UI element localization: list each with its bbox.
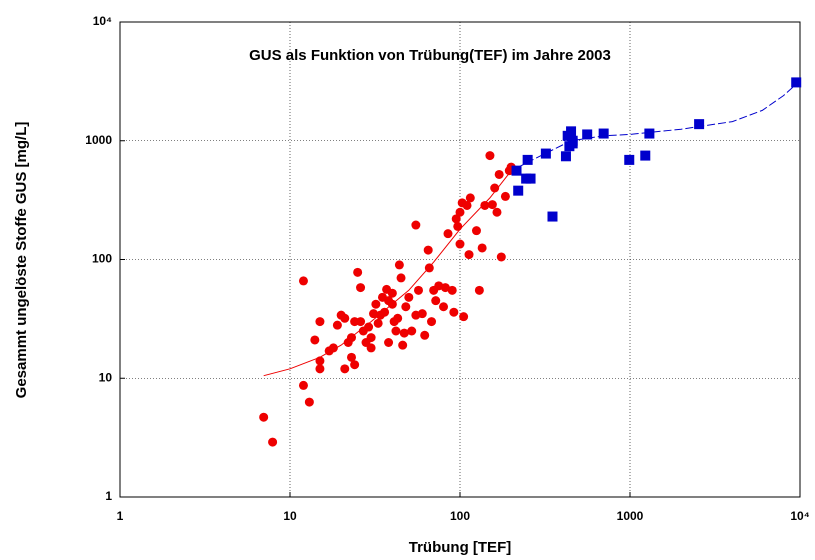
circle-point [366,343,376,353]
y-tick-label: 10 [99,370,113,384]
circle-point [391,326,401,336]
circle-point [440,283,450,293]
circle-point [443,229,453,239]
circle-point [369,309,379,319]
circle-point [310,335,320,345]
circle-point [346,352,356,362]
square-point [640,150,651,161]
y-tick-label: 10⁴ [93,14,112,28]
circle-point [399,328,409,338]
square-point [560,151,571,162]
circle-point [350,360,360,370]
circle-point [487,200,497,210]
circle-point [384,338,394,348]
circle-point [393,313,403,323]
circle-point [396,273,406,283]
x-tick-label: 10⁴ [790,509,809,523]
circle-point [407,326,417,336]
y-axis-label: Gesammt ungelöste Stoffe GUS [mg/L] [13,122,30,399]
circle-point [356,317,366,327]
circle-point [420,330,430,340]
circle-point [387,288,397,298]
fit-line [516,80,801,169]
circle-point [394,260,404,270]
square-point [513,185,524,196]
circle-point [404,292,414,302]
circle-point [328,343,338,353]
circle-point [298,380,308,390]
circle-point [449,307,459,317]
circle-point [494,169,504,179]
circle-point [298,276,308,286]
circle-point [398,340,408,350]
x-axis-label: Trübung [TEF] [409,539,511,556]
circle-point [304,397,314,407]
circle-point [490,183,500,193]
circle-point [485,151,495,161]
circle-point [413,285,423,295]
fit-line [263,170,512,377]
circle-point [500,191,510,201]
square-point [525,173,536,184]
circle-point [417,309,427,319]
circle-point [455,239,465,249]
circle-point [353,267,363,277]
square-point [624,154,635,165]
circle-point [411,220,421,230]
square-point [522,154,533,165]
circle-point [366,333,376,343]
circle-point [480,200,490,210]
x-tick-label: 100 [450,509,470,523]
circle-point [447,285,457,295]
square-point [566,126,577,137]
circle-point [356,283,366,293]
circle-point [315,317,325,327]
circle-point [423,245,433,255]
circle-point [455,207,465,217]
x-tick-label: 1 [117,509,124,523]
square-point [644,128,655,139]
x-tick-label: 1000 [617,509,644,523]
circle-point [477,243,487,253]
circle-point [439,302,449,312]
circle-point [427,317,437,327]
circle-point [380,307,390,317]
circle-point [340,313,350,323]
circle-point [332,320,342,330]
y-tick-label: 100 [92,252,112,266]
circle-point [462,200,472,210]
circle-point [459,312,469,322]
circle-point [268,437,278,447]
square-point [791,77,802,88]
square-point [511,165,522,176]
square-point [598,128,609,139]
circle-point [431,296,441,306]
square-point [694,119,705,130]
square-point [582,129,593,140]
circle-point [492,207,502,217]
circle-point [465,193,475,203]
circle-point [451,214,461,224]
square-point [540,148,551,159]
circle-point [471,226,481,236]
x-tick-label: 10 [283,509,297,523]
circle-point [259,412,269,422]
circle-point [453,221,463,231]
circle-point [474,285,484,295]
circle-point [373,318,383,328]
circle-point [315,364,325,374]
square-point [547,211,558,222]
circle-point [371,299,381,309]
circle-point [340,364,350,374]
circle-point [464,250,474,260]
chart-title: GUS als Funktion von Trübung(TEF) im Jah… [249,47,611,64]
circle-point [496,252,506,262]
y-tick-label: 1000 [85,133,112,147]
y-tick-label: 1 [105,489,112,503]
circle-point [401,302,411,312]
